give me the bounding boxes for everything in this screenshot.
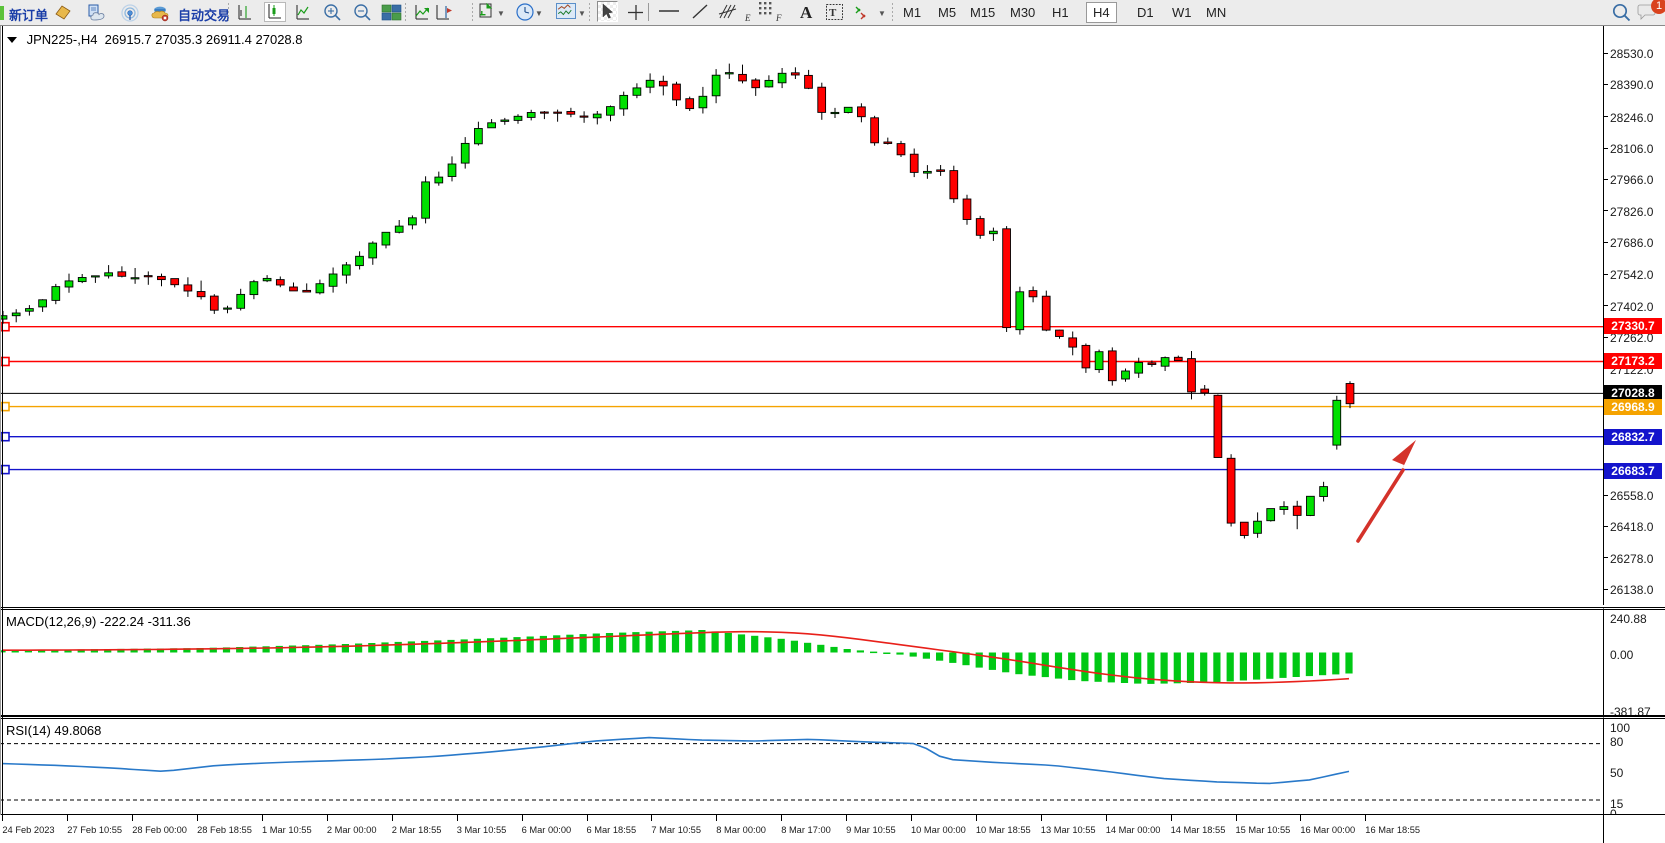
svg-text:T: T [829, 7, 837, 19]
